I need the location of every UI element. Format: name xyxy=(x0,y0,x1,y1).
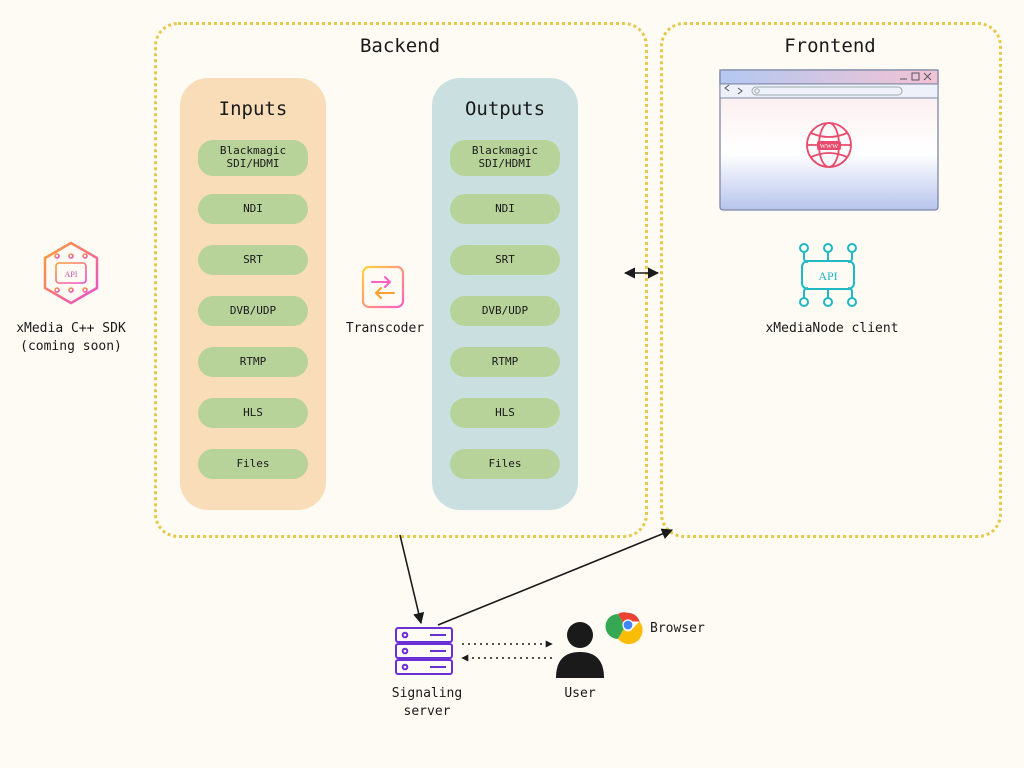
output-pill-2: SRT xyxy=(450,245,560,275)
outputs-title: Outputs xyxy=(432,98,578,120)
output-pill-5: HLS xyxy=(450,398,560,428)
input-pill-2: SRT xyxy=(198,245,308,275)
backend-title: Backend xyxy=(330,35,470,57)
sdk-label: xMedia C++ SDK (coming soon) xyxy=(8,320,134,356)
frontend-title: Frontend xyxy=(760,35,900,57)
server-icon xyxy=(396,628,452,674)
input-pill-5: HLS xyxy=(198,398,308,428)
output-pill-6: Files xyxy=(450,449,560,479)
input-pill-1: NDI xyxy=(198,194,308,224)
frontend-box xyxy=(660,22,1002,538)
output-pill-0: Blackmagic SDI/HDMI xyxy=(450,140,560,176)
transcoder-label: Transcoder xyxy=(340,320,430,338)
input-pill-0: Blackmagic SDI/HDMI xyxy=(198,140,308,176)
edge-signaling-frontend xyxy=(438,530,672,625)
input-pill-4: RTMP xyxy=(198,347,308,377)
output-pill-4: RTMP xyxy=(450,347,560,377)
edge-backend-signaling xyxy=(400,535,421,623)
output-pill-3: DVB/UDP xyxy=(450,296,560,326)
chrome-icon xyxy=(605,612,642,644)
svg-text:API: API xyxy=(65,270,78,279)
output-pill-1: NDI xyxy=(450,194,560,224)
browser-label: Browser xyxy=(650,620,720,638)
sdk-hex-icon: API xyxy=(45,243,97,303)
client-label: xMediaNode client xyxy=(752,320,912,338)
signaling-label: Signaling server xyxy=(382,685,472,721)
inputs-title: Inputs xyxy=(180,98,326,120)
input-pill-3: DVB/UDP xyxy=(198,296,308,326)
user-icon xyxy=(556,622,604,678)
input-pill-6: Files xyxy=(198,449,308,479)
user-label: User xyxy=(558,685,602,703)
